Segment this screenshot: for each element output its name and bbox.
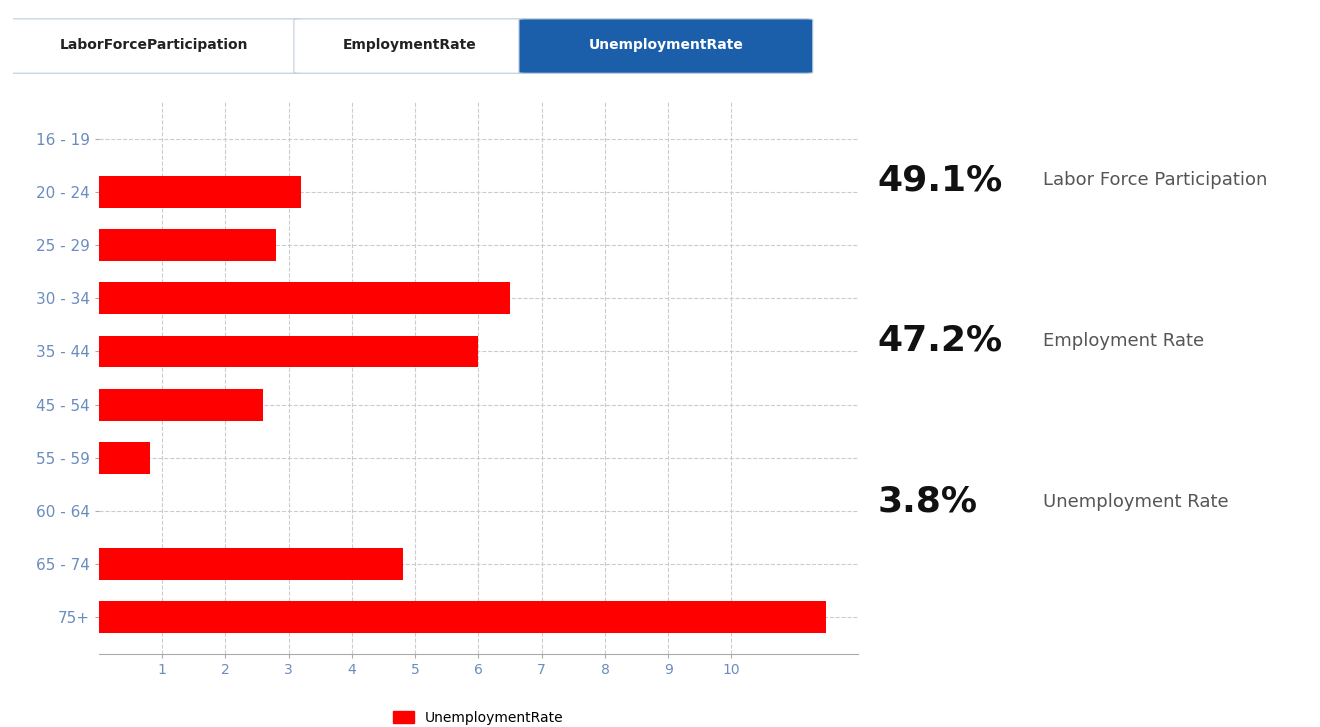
Text: LaborForceParticipation: LaborForceParticipation xyxy=(61,39,248,52)
Bar xyxy=(99,336,478,367)
Text: 3.8%: 3.8% xyxy=(878,485,978,519)
Text: EmploymentRate: EmploymentRate xyxy=(343,39,477,52)
Text: 47.2%: 47.2% xyxy=(878,324,1003,358)
Bar xyxy=(99,389,264,420)
Bar xyxy=(99,176,301,208)
FancyBboxPatch shape xyxy=(8,19,301,73)
Text: 49.1%: 49.1% xyxy=(878,163,1003,197)
Bar xyxy=(99,548,403,580)
FancyBboxPatch shape xyxy=(294,19,527,73)
Text: UnemploymentRate: UnemploymentRate xyxy=(589,39,743,52)
FancyBboxPatch shape xyxy=(519,19,813,73)
Bar xyxy=(99,282,510,314)
Text: Labor Force Participation: Labor Force Participation xyxy=(1043,171,1267,189)
Bar xyxy=(99,229,276,261)
Bar xyxy=(99,601,826,633)
Text: Employment Rate: Employment Rate xyxy=(1043,332,1204,350)
Bar xyxy=(99,442,149,474)
Text: Unemployment Rate: Unemployment Rate xyxy=(1043,493,1229,511)
Legend: UnemploymentRate: UnemploymentRate xyxy=(388,705,569,727)
